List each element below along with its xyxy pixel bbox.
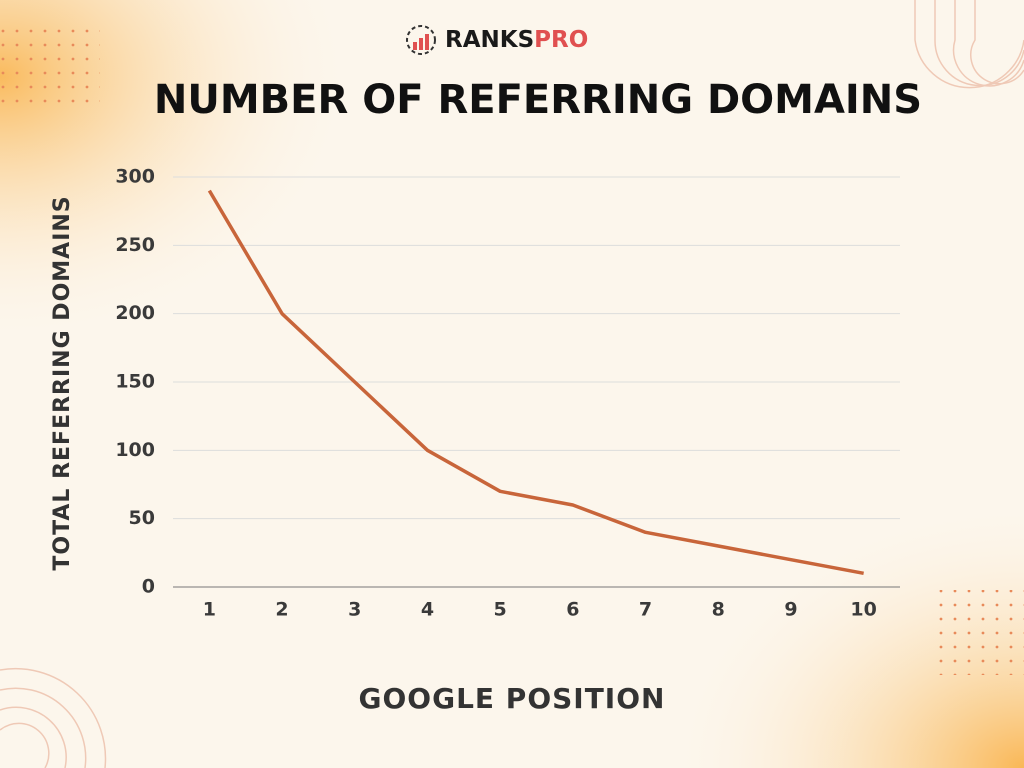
x-tick-label: 3 (348, 599, 361, 621)
y-tick-label: 150 (115, 371, 155, 393)
x-tick-label: 5 (494, 599, 507, 621)
x-axis-label: GOOGLE POSITION (359, 682, 666, 715)
x-tick-label: 9 (784, 599, 797, 621)
x-tick-label: 4 (421, 599, 434, 621)
y-tick-label: 200 (115, 302, 155, 324)
x-tick-label: 10 (850, 599, 876, 621)
x-tick-label: 7 (639, 599, 652, 621)
dots (0, 20, 100, 105)
x-tick-label: 8 (712, 599, 725, 621)
y-tick-label: 250 (115, 234, 155, 256)
brand-second: PRO (534, 27, 588, 53)
brand-first: RANKS (445, 27, 534, 53)
y-tick-label: 50 (129, 507, 155, 529)
data-line (207, 189, 864, 576)
logo-icon (406, 25, 436, 55)
x-tick-label: 2 (275, 599, 288, 621)
y-tick-label: 300 (115, 166, 155, 188)
y-axis-label: TOTAL REFERRING DOMAINS (50, 195, 75, 570)
x-tick-label: 6 (566, 599, 579, 621)
dots (930, 590, 1024, 675)
plot: 0 50 100 150 200 250 300 1 2 3 4 5 6 7 8 9 10 (115, 166, 900, 621)
chart-title: NUMBER OF REFERRING DOMAINS (154, 77, 922, 123)
y-tick-label: 0 (142, 576, 155, 598)
brand: RANKSPRO (445, 27, 588, 53)
y-tick-label: 100 (115, 439, 155, 461)
x-tick-label: 1 (203, 599, 216, 621)
